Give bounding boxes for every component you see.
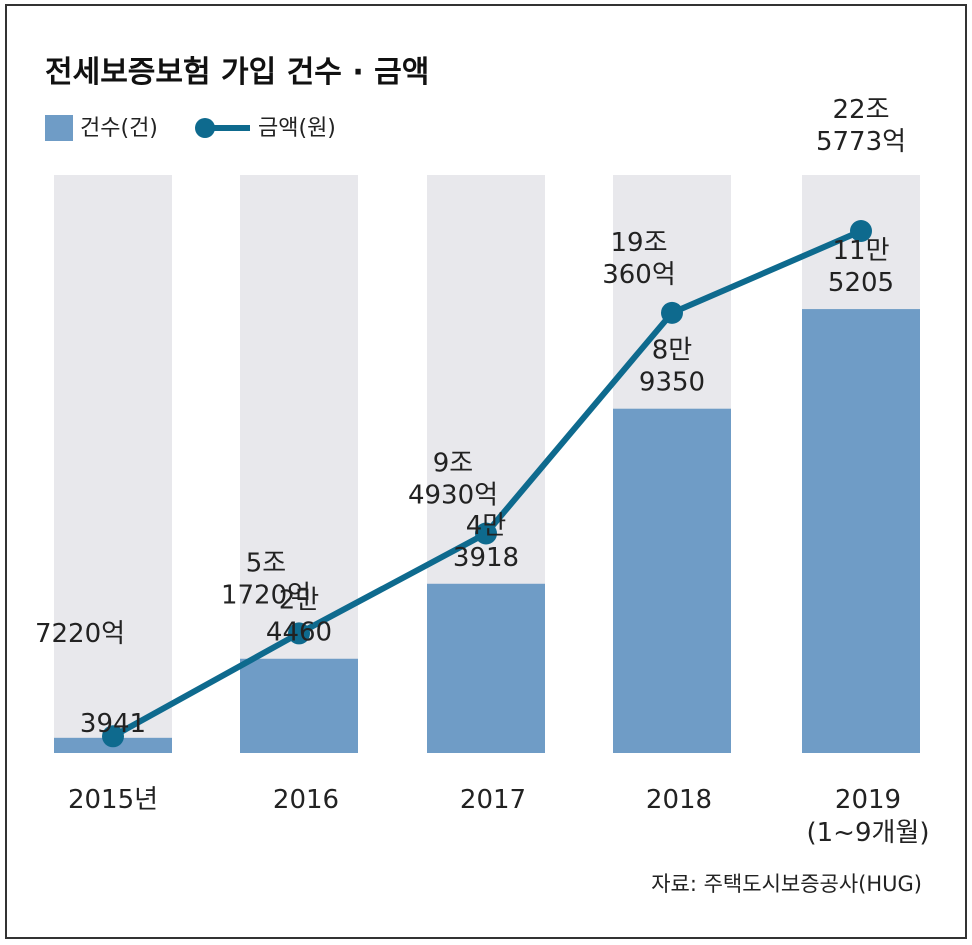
line-value-label: 22조 5773억 [816,95,906,157]
legend-bar-label: 건수(건) [80,116,158,141]
line-layer [102,220,872,748]
legend-line-label: 금액(원) [258,116,336,141]
bar [613,408,731,753]
line-value-label: 19조 360억 [602,228,676,290]
bar-value-label: 3941 [80,709,146,739]
line-value-label: 9조 4930억 [408,449,498,511]
line-point [288,622,310,645]
bar-value-label: 8만 9350 [639,336,705,398]
bars-layer [54,175,920,753]
line-value-label: 5조 1720억 [221,548,311,610]
x-tick-label: 2016 [273,785,339,815]
line-point [661,301,683,324]
bar-value-label: 11만 5205 [828,236,894,298]
legend: 건수(건) 금액(원) [45,115,336,141]
line-point [475,522,497,545]
line-point [850,220,872,243]
source-note: 자료: 주택도시보증공사(HUG) [651,872,922,896]
x-tick-sublabel: (1~9개월) [807,818,930,848]
legend-bar-swatch [45,115,73,141]
chart-title: 전세보증보험 가입 건수 · 금액 [45,55,429,90]
x-tick-label: 2015년 [68,785,158,815]
line-point [102,725,124,748]
x-axis-ticks: 2015년 2016 2017 2018 2019(1~9개월) [68,785,930,848]
bar-value-label: 2만 4460 [266,586,332,648]
labels-layer: 3941 2만 4460 4만 3918 8만 9350 11만 5205 7220억 5조 1720… [35,95,906,739]
x-tick-label: 2019 [835,785,901,815]
bar [240,658,358,753]
bar [427,583,545,753]
bar-track [54,175,172,753]
bar [802,309,920,753]
x-tick-label: 2017 [460,785,526,815]
legend-line-marker [195,118,215,138]
x-tick-label: 2018 [646,785,712,815]
line-value-label: 7220억 [35,619,125,649]
bar-value-label: 4만 3918 [453,511,519,573]
